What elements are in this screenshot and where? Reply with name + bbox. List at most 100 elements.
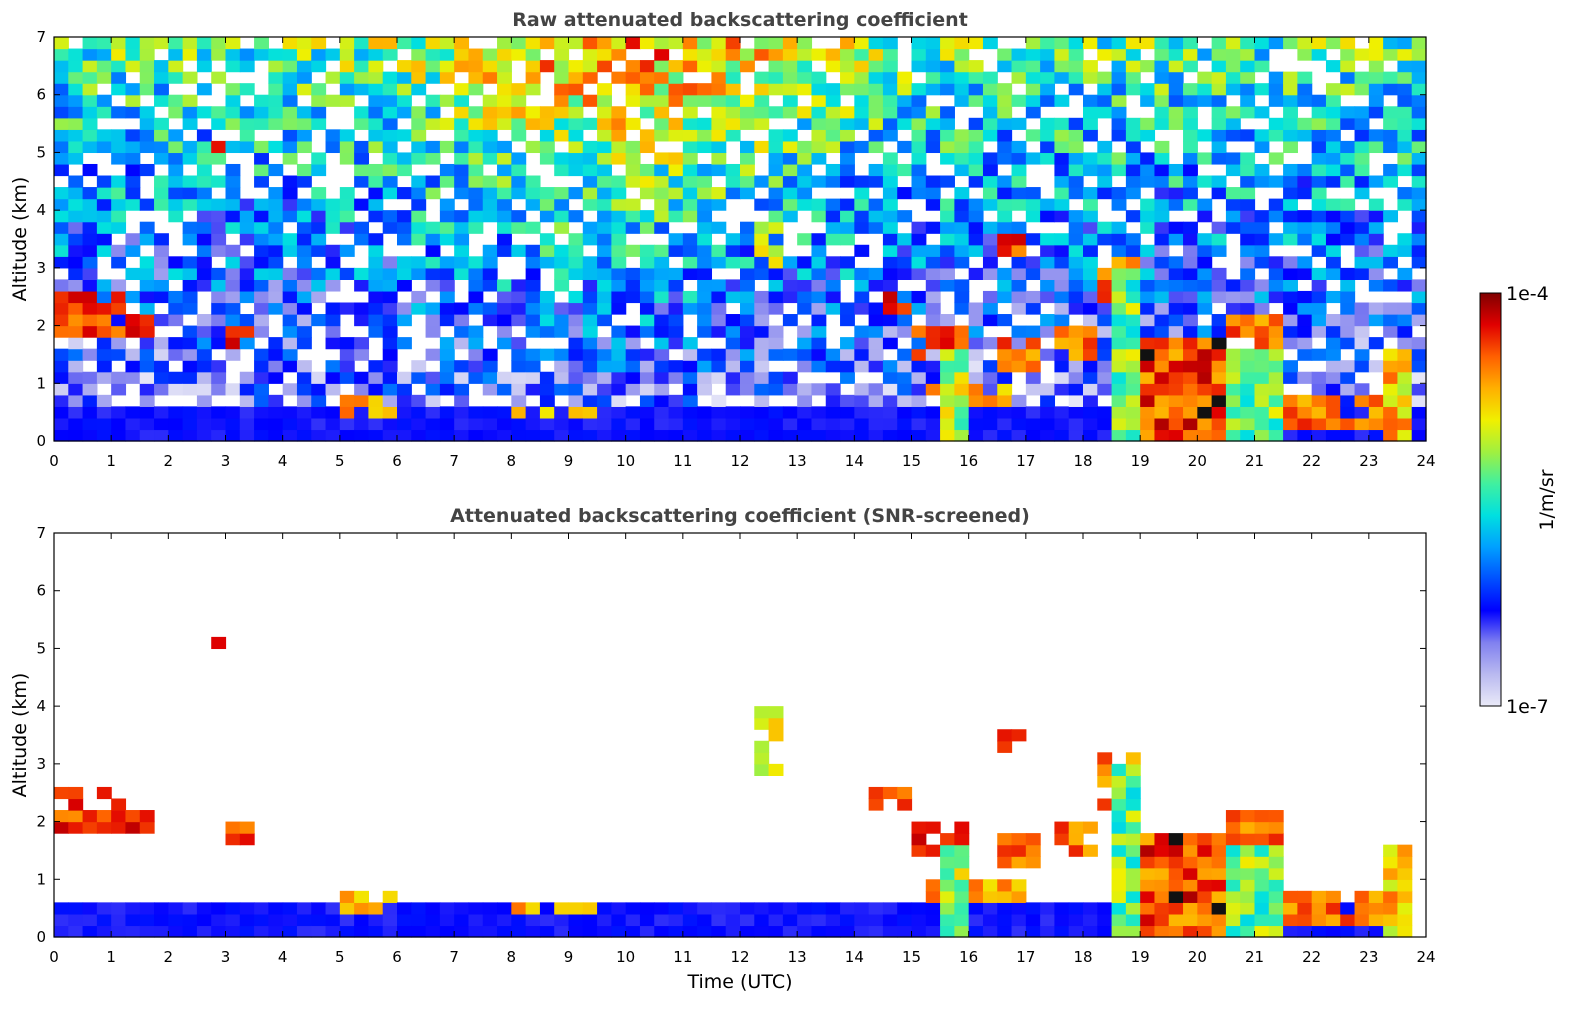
heatmap-cell bbox=[1283, 394, 1298, 407]
heatmap-cell bbox=[482, 210, 498, 223]
heatmap-cell bbox=[1097, 37, 1113, 50]
heatmap-cell bbox=[840, 314, 855, 327]
heatmap-cell bbox=[897, 360, 913, 373]
heatmap-cell bbox=[425, 394, 441, 407]
heatmap-cell bbox=[311, 913, 327, 927]
heatmap-cell bbox=[1025, 902, 1041, 915]
heatmap-cell bbox=[1311, 210, 1327, 223]
heatmap-cell bbox=[1297, 175, 1313, 188]
heatmap-cell bbox=[439, 371, 455, 384]
x-tick-label: 8 bbox=[507, 948, 517, 966]
heatmap-cell bbox=[554, 71, 570, 84]
heatmap-cell bbox=[439, 314, 455, 327]
heatmap-cell bbox=[582, 187, 598, 200]
heatmap-cell bbox=[368, 394, 384, 407]
heatmap-cell bbox=[1125, 867, 1141, 880]
heatmap-cell bbox=[825, 913, 841, 927]
x-tick-label: 5 bbox=[335, 452, 345, 470]
heatmap-cell bbox=[54, 221, 69, 234]
heatmap-cell bbox=[468, 48, 484, 61]
heatmap-cell bbox=[439, 417, 455, 431]
heatmap-cell bbox=[1254, 371, 1270, 384]
heatmap-cell bbox=[96, 314, 112, 327]
heatmap-cell bbox=[311, 383, 327, 396]
heatmap-cell bbox=[1297, 406, 1313, 419]
heatmap-cell bbox=[1397, 244, 1413, 257]
heatmap-cell bbox=[868, 417, 884, 431]
heatmap-cell bbox=[768, 371, 784, 384]
heatmap-cell bbox=[1411, 371, 1427, 384]
heatmap-cell bbox=[968, 175, 984, 188]
heatmap-cell bbox=[954, 140, 970, 154]
heatmap-cell bbox=[411, 417, 427, 431]
heatmap-cell bbox=[1154, 94, 1170, 107]
heatmap-cell bbox=[1197, 94, 1213, 107]
heatmap-cell bbox=[740, 360, 755, 373]
heatmap-cell bbox=[454, 175, 470, 188]
heatmap-cell bbox=[782, 256, 798, 269]
heatmap-cell bbox=[254, 302, 269, 315]
heatmap-cell bbox=[882, 152, 898, 165]
heatmap-cell bbox=[354, 48, 370, 61]
heatmap-cell bbox=[868, 429, 884, 442]
heatmap-cell bbox=[1068, 925, 1084, 938]
heatmap-cell bbox=[768, 729, 784, 742]
heatmap-cell bbox=[296, 360, 312, 373]
heatmap-cell bbox=[54, 187, 69, 200]
heatmap-cell bbox=[768, 717, 784, 730]
heatmap-cell bbox=[597, 302, 612, 315]
heatmap-cell bbox=[568, 152, 584, 165]
heatmap-cell bbox=[1040, 60, 1056, 73]
heatmap-cell bbox=[182, 302, 198, 315]
heatmap-cell bbox=[497, 925, 512, 938]
heatmap-cell bbox=[954, 394, 970, 407]
heatmap-cell bbox=[625, 152, 641, 165]
heatmap-cell bbox=[697, 302, 713, 315]
heatmap-cell bbox=[1268, 94, 1284, 107]
heatmap-cell bbox=[625, 244, 641, 257]
heatmap-cell bbox=[139, 913, 155, 927]
heatmap-cell bbox=[139, 60, 155, 73]
heatmap-cell bbox=[1125, 175, 1141, 188]
heatmap-cell bbox=[654, 406, 670, 419]
heatmap-cell bbox=[597, 198, 612, 211]
heatmap-cell bbox=[525, 325, 541, 338]
heatmap-cell bbox=[539, 314, 555, 327]
heatmap-cell bbox=[1325, 383, 1341, 396]
heatmap-cell bbox=[1168, 879, 1184, 892]
heatmap-cell bbox=[868, 337, 884, 350]
heatmap-cell bbox=[1254, 833, 1270, 846]
heatmap-cell bbox=[225, 198, 241, 211]
heatmap-cell bbox=[125, 290, 141, 304]
heatmap-cell bbox=[1183, 302, 1198, 315]
heatmap-cell bbox=[768, 279, 784, 292]
y-tick-label: 2 bbox=[36, 813, 46, 831]
heatmap-cell bbox=[925, 429, 941, 442]
heatmap-cell bbox=[1283, 302, 1298, 315]
heatmap-cell bbox=[539, 187, 555, 200]
heatmap-cell bbox=[782, 37, 798, 50]
heatmap-cell bbox=[897, 383, 913, 396]
heatmap-cell bbox=[1397, 117, 1413, 130]
heatmap-cell bbox=[697, 83, 713, 96]
heatmap-cell bbox=[940, 844, 955, 857]
heatmap-cell bbox=[797, 140, 813, 154]
heatmap-cell bbox=[1240, 417, 1256, 431]
heatmap-cell bbox=[840, 83, 855, 96]
heatmap-cell bbox=[1011, 902, 1027, 915]
heatmap-cell bbox=[868, 348, 884, 361]
heatmap-cell bbox=[1140, 394, 1156, 407]
heatmap-cell bbox=[1183, 256, 1198, 269]
heatmap-cell bbox=[1025, 48, 1041, 61]
heatmap-cell bbox=[54, 60, 69, 73]
heatmap-cell bbox=[1125, 37, 1141, 50]
heatmap-cell bbox=[639, 60, 655, 73]
heatmap-cell bbox=[1225, 152, 1241, 165]
heatmap-cell bbox=[1225, 821, 1241, 834]
heatmap-cell bbox=[711, 913, 727, 927]
heatmap-cell bbox=[711, 48, 727, 61]
heatmap-cell bbox=[525, 175, 541, 188]
heatmap-cell bbox=[811, 314, 827, 327]
heatmap-cell bbox=[825, 925, 841, 938]
heatmap-cell bbox=[1183, 383, 1198, 396]
